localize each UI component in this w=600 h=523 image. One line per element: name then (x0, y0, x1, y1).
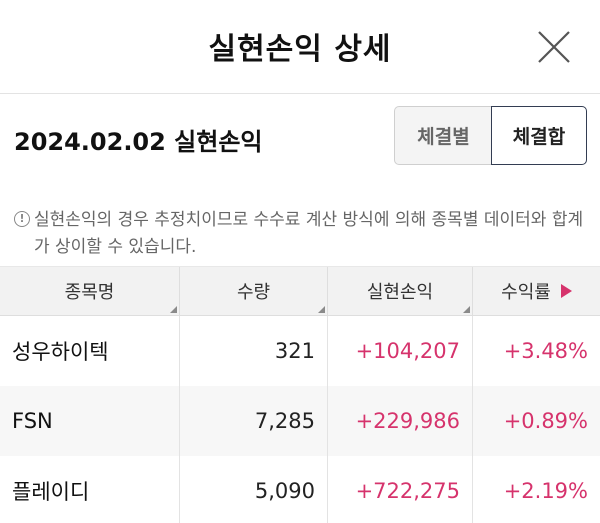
notice-text: 실현손익의 경우 추정치이므로 수수료 계산 방식에 의해 종목별 데이터와 합… (34, 210, 584, 257)
table-row[interactable]: 플레이디 5,090 +722,275 +2.19% (0, 456, 600, 523)
return-rate: +0.89% (503, 409, 588, 433)
col-header-qty[interactable]: 수량 (180, 267, 328, 315)
close-icon[interactable] (535, 28, 573, 66)
quantity: 5,090 (180, 456, 328, 523)
sort-corner-icon (318, 306, 325, 313)
col-header-rate[interactable]: 수익률 (473, 267, 600, 315)
return-rate: +2.19% (503, 479, 588, 503)
date-title: 2024.02.02 실현손익 (14, 128, 263, 156)
realized-pnl: +722,275 (328, 456, 473, 523)
sort-corner-icon (463, 306, 470, 313)
notice: ! 실현손익의 경우 추정치이므로 수수료 계산 방식에 의해 종목별 데이터와… (14, 207, 594, 261)
table-row[interactable]: FSN 7,285 +229,986 +0.89% (0, 386, 600, 456)
toggle-by-execution[interactable]: 체결별 (394, 106, 492, 165)
info-icon: ! (14, 211, 30, 227)
col-header-qty-label: 수량 (236, 282, 271, 303)
table-header: 종목명 수량 실현손익 수익률 (0, 266, 600, 316)
realized-pnl: +104,207 (328, 316, 473, 386)
col-header-pnl-label: 실현손익 (366, 282, 434, 303)
realized-pnl: +229,986 (328, 386, 473, 456)
header: 실현손익 상세 (0, 0, 600, 94)
table-row[interactable]: 성우하이텍 321 +104,207 +3.48% (0, 316, 600, 386)
scroll-right-icon[interactable] (560, 284, 572, 298)
pnl-table: 종목명 수량 실현손익 수익률 성우하이텍 321 +104,207 +3.48… (0, 266, 600, 523)
col-header-name-label: 종목명 (64, 282, 115, 303)
quantity: 7,285 (180, 386, 328, 456)
col-header-rate-label: 수익률 (501, 282, 551, 303)
summary-row: 2024.02.02 실현손익 체결별 체결합 (0, 94, 600, 192)
stock-name: 플레이디 (0, 456, 180, 523)
col-header-name[interactable]: 종목명 (0, 267, 180, 315)
stock-name: 성우하이텍 (0, 316, 180, 386)
quantity: 321 (180, 316, 328, 386)
col-header-pnl[interactable]: 실현손익 (328, 267, 473, 315)
page-title: 실현손익 상세 (208, 32, 392, 67)
sort-corner-icon (170, 306, 177, 313)
return-rate: +3.48% (503, 339, 588, 363)
stock-name: FSN (0, 386, 180, 456)
toggle-execution-sum[interactable]: 체결합 (491, 106, 587, 165)
